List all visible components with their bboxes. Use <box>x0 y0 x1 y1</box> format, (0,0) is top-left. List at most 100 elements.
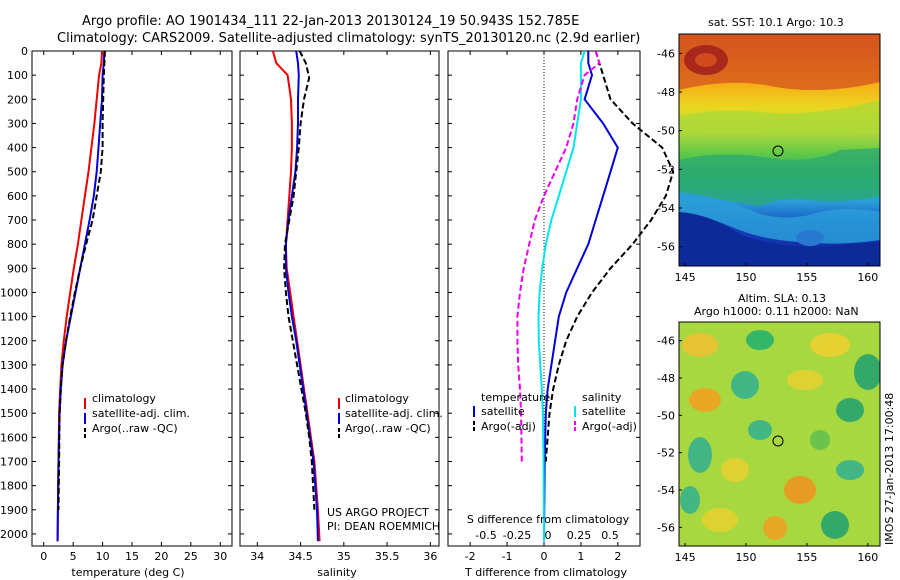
salinity-legend: climatology satellite-adj. clim. Argo(..… <box>338 392 443 439</box>
legend-label: Argo(..raw -QC) <box>345 422 431 435</box>
y-tick-label: 200 <box>7 93 28 106</box>
legend-label: satellite-adj. clim. <box>345 407 443 420</box>
lon-tick-label: 150 <box>736 551 757 564</box>
x-tick-label: 35.5 <box>375 550 400 563</box>
y-tick-label: 1900 <box>0 504 28 517</box>
x-tick-label: 35 <box>337 550 351 563</box>
sla-anomaly <box>682 333 718 357</box>
s-tick-label: -0.5 <box>475 529 496 542</box>
lat-tick-label: -50 <box>657 125 675 138</box>
sst-map-axes: 145 150 155 160 -46 -48 -50 -52 -54 -56 <box>657 47 878 284</box>
x-tick-label: 25 <box>184 550 198 563</box>
sla-anomaly <box>821 511 849 539</box>
plot-frame <box>239 50 440 547</box>
sla-map-title-line1: Altim. SLA: 0.13 <box>738 292 826 305</box>
sla-anomaly <box>680 486 700 514</box>
y-tick-label: 100 <box>7 69 28 82</box>
y-tick-label: 1400 <box>0 383 28 396</box>
sla-anomaly <box>836 460 864 480</box>
lon-tick-label: 160 <box>857 271 878 284</box>
lat-tick-label: -48 <box>657 372 675 385</box>
y-tick-label: 0 <box>21 45 28 58</box>
sla-anomaly <box>731 371 759 399</box>
header-title-line1: Argo profile: AO 1901434_111 22-Jan-2013… <box>82 14 579 29</box>
legend-label: Argo(-adj) <box>481 420 536 433</box>
sla-anomaly <box>748 420 772 440</box>
legend-label: satellite-adj. clim. <box>92 407 190 420</box>
y-tick-label: 1000 <box>0 286 28 299</box>
sst-field <box>679 34 880 266</box>
lon-tick-label: 160 <box>857 551 878 564</box>
sla-anomaly <box>746 330 774 350</box>
y-tick-label: 500 <box>7 166 28 179</box>
x-tick-label: 0 <box>541 550 548 563</box>
series-line <box>271 50 321 542</box>
lon-tick-label: 155 <box>796 551 817 564</box>
sla-anomaly <box>688 437 712 473</box>
s-tick-label: -0.25 <box>503 529 531 542</box>
series-line <box>57 50 106 510</box>
argo-location-marker <box>772 145 784 157</box>
lat-tick-label: -56 <box>657 241 675 254</box>
y-tick-label: 800 <box>7 238 28 251</box>
s-tick-label: 0.5 <box>601 529 619 542</box>
imos-timestamp: IMOS 27-Jan-2013 17:00:48 <box>883 393 896 545</box>
lat-tick-label: -52 <box>657 163 675 176</box>
lon-tick-label: 145 <box>675 551 696 564</box>
x-tick-label: 1 <box>577 550 584 563</box>
lon-tick-label: 155 <box>796 271 817 284</box>
s-tick-label: 0.25 <box>567 529 592 542</box>
sla-anomaly <box>810 430 830 450</box>
x-tick-label: 34.5 <box>288 550 313 563</box>
legend-label: satellite <box>481 405 525 418</box>
y-tick-label: 900 <box>7 262 28 275</box>
s-tick-label: 0 <box>545 529 552 542</box>
x-tick-label: 0 <box>40 550 47 563</box>
x-tick-label: 36 <box>423 550 437 563</box>
y-tick-label: 1600 <box>0 431 28 444</box>
sla-anomaly <box>702 508 738 532</box>
lat-tick-label: -54 <box>657 484 675 497</box>
header-title-line2: Climatology: CARS2009. Satellite-adjuste… <box>57 31 640 46</box>
lat-tick-label: -46 <box>657 47 675 60</box>
lat-tick-label: -56 <box>657 521 675 534</box>
y-tick-label: 1300 <box>0 359 28 372</box>
sla-anomaly <box>836 398 864 422</box>
x-tick-label: 15 <box>125 550 139 563</box>
series-line <box>537 50 586 542</box>
x-axis-label: salinity <box>317 566 357 579</box>
series-line <box>56 50 106 542</box>
x-tick-label: -1 <box>502 550 513 563</box>
x-tick-label: 2 <box>614 550 621 563</box>
x-tick-label: 30 <box>213 550 227 563</box>
y-tick-label: 700 <box>7 214 28 227</box>
temperature-panel: 0 5 10 15 20 25 300100200300400500600700800900… <box>0 45 233 579</box>
y-tick-label: 400 <box>7 142 28 155</box>
plot-frame <box>31 50 233 547</box>
argo-location-marker <box>772 435 784 447</box>
sla-anomaly <box>810 333 850 357</box>
y-tick-label: 1700 <box>0 455 28 468</box>
sst-map-title: sat. SST: 10.1 Argo: 10.3 <box>708 16 844 29</box>
y-tick-label: 1100 <box>0 311 28 324</box>
sla-map: 145 150 155 160 -46 -48 -50 -52 -54 -56 <box>657 321 881 564</box>
legend-label: Argo(..raw -QC) <box>92 422 178 435</box>
legend-label: satellite <box>582 405 626 418</box>
lon-tick-label: 150 <box>736 271 757 284</box>
series-line <box>544 50 675 462</box>
s-axis-label: S difference from climatology <box>467 513 630 526</box>
x-axis-label: T difference from climatology <box>464 566 627 579</box>
legend-label: climatology <box>92 392 156 405</box>
credit-line1: US ARGO PROJECT <box>327 506 429 519</box>
legend-title-salinity: salinity <box>582 391 622 404</box>
lat-tick-label: -46 <box>657 335 675 348</box>
lon-tick-label: 145 <box>675 271 696 284</box>
difference-legend: temperature satellite Argo(-adj) salinit… <box>473 391 637 433</box>
series-line <box>56 50 103 542</box>
sla-map-axes: 145 150 155 160 -46 -48 -50 -52 -54 -56 <box>657 335 878 564</box>
x-tick-label: 10 <box>96 550 110 563</box>
sla-map-title-line2: Argo h1000: 0.11 h2000: NaN <box>694 305 859 318</box>
legend-label: Argo(-adj) <box>582 420 637 433</box>
lat-tick-label: -54 <box>657 202 675 215</box>
